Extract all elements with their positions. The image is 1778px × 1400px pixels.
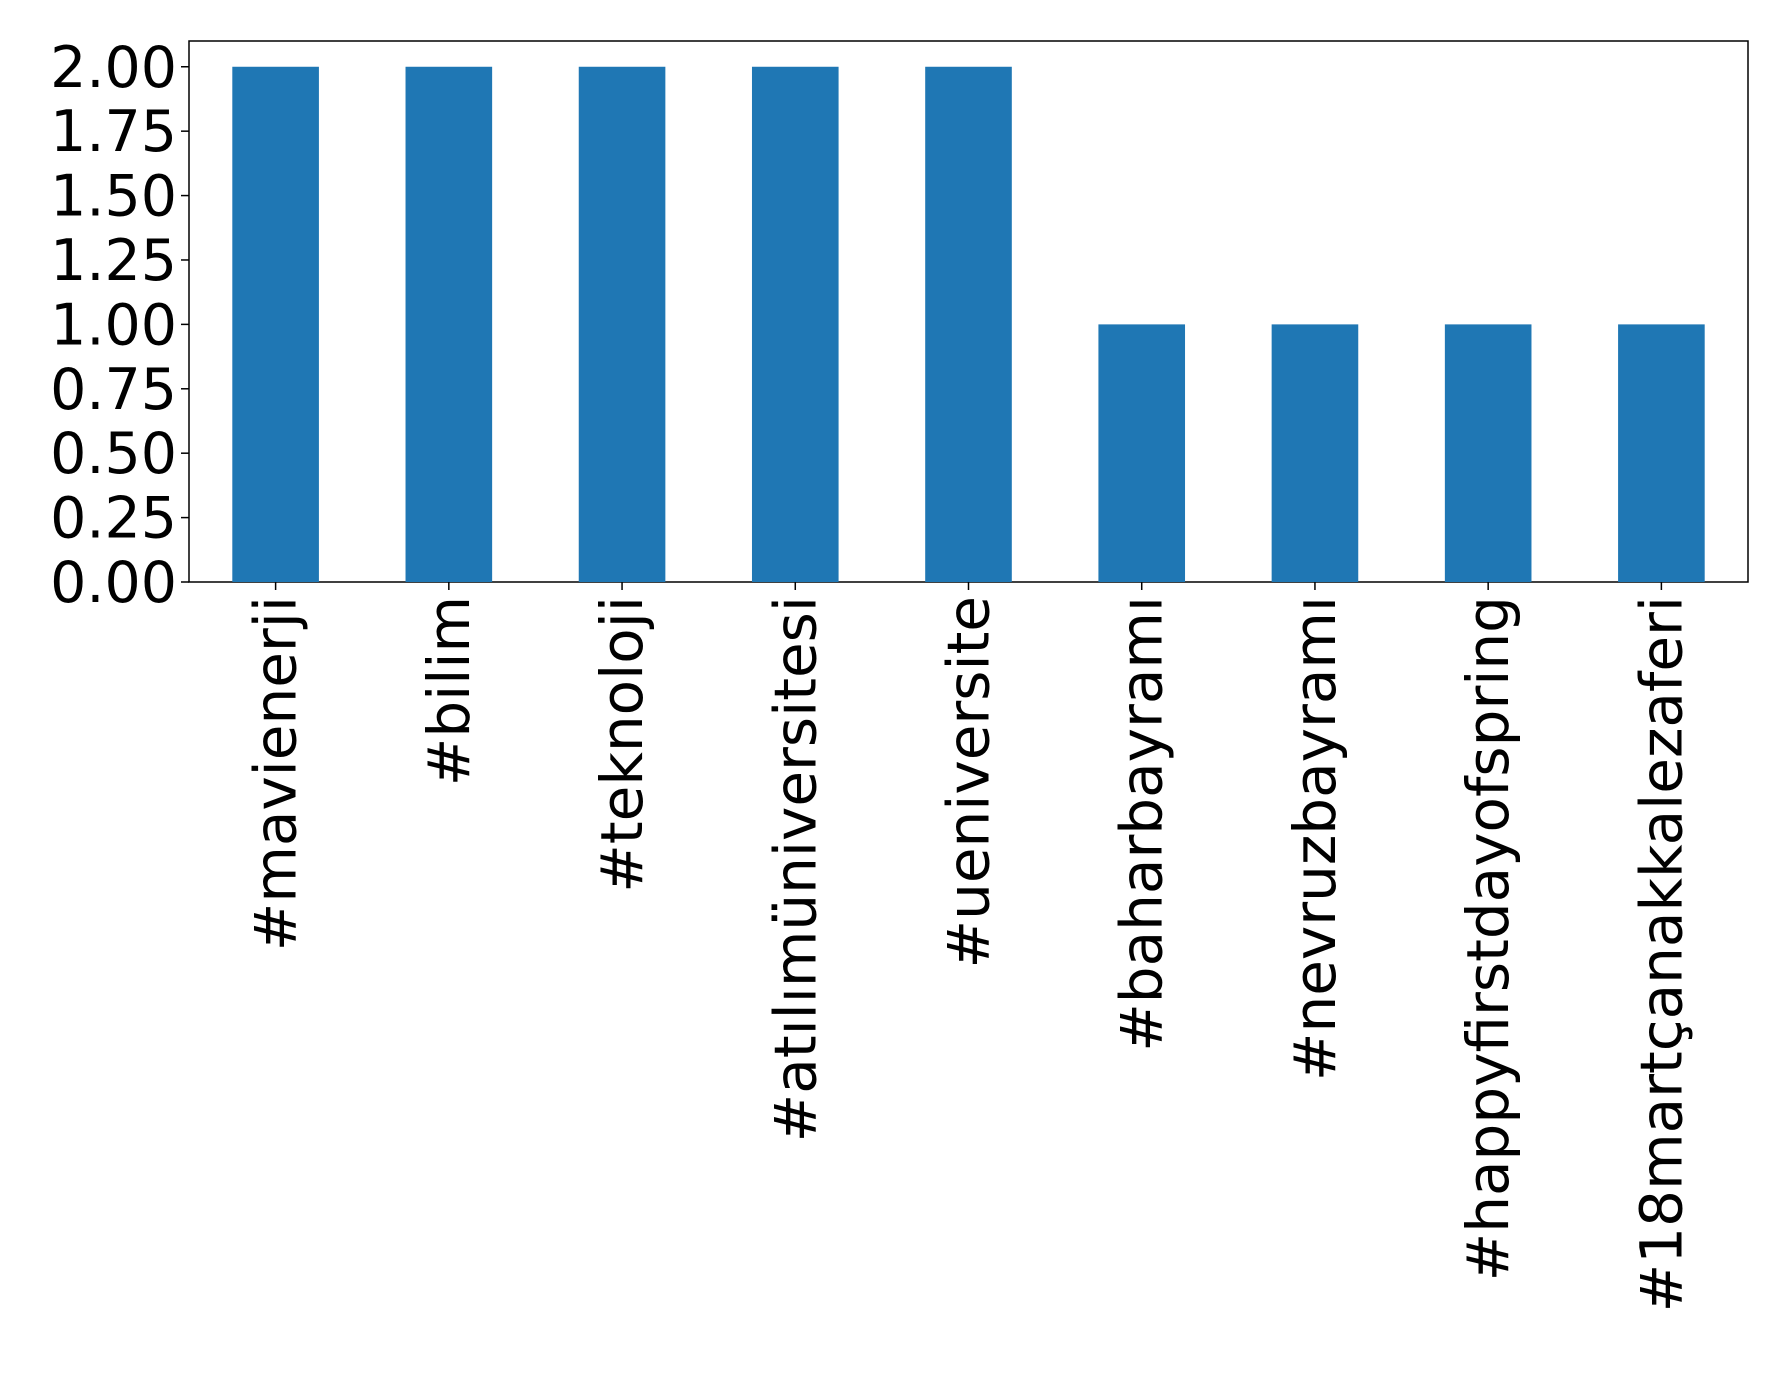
y-tick-label: 2.00 (50, 35, 177, 101)
bar (1098, 324, 1186, 582)
x-tick-label: #ueniversite (935, 596, 1003, 969)
bar (1618, 324, 1705, 582)
y-tick-label: 1.50 (50, 164, 177, 230)
y-tick-label: 1.25 (50, 228, 177, 294)
x-tick-label: #atılımüniversitesi (761, 596, 829, 1142)
x-tick-label: #baharbayramı (1108, 596, 1176, 1052)
bar (751, 66, 839, 582)
y-tick-label: 1.00 (50, 292, 177, 358)
bar (1271, 324, 1359, 582)
bar (232, 66, 319, 582)
x-tick-label: #teknoloji (588, 596, 656, 893)
bar (405, 66, 493, 582)
x-tick-label: #happyfirstdayofspring (1454, 596, 1522, 1281)
x-tick-label: #bilim (415, 596, 483, 786)
y-tick-label: 0.00 (50, 550, 177, 616)
x-tick-label: #mavienerji (242, 596, 310, 951)
bar (925, 66, 1012, 582)
x-tick-label: #18martçanakkalezaferi (1627, 596, 1695, 1312)
bar (578, 66, 666, 582)
x-tick-label: #nevruzbayramı (1281, 596, 1349, 1081)
y-tick-label: 0.50 (50, 421, 177, 487)
y-tick-label: 1.75 (50, 99, 177, 165)
bar (1444, 324, 1532, 582)
y-tick-label: 0.25 (50, 486, 177, 552)
y-tick-label: 0.75 (50, 357, 177, 423)
